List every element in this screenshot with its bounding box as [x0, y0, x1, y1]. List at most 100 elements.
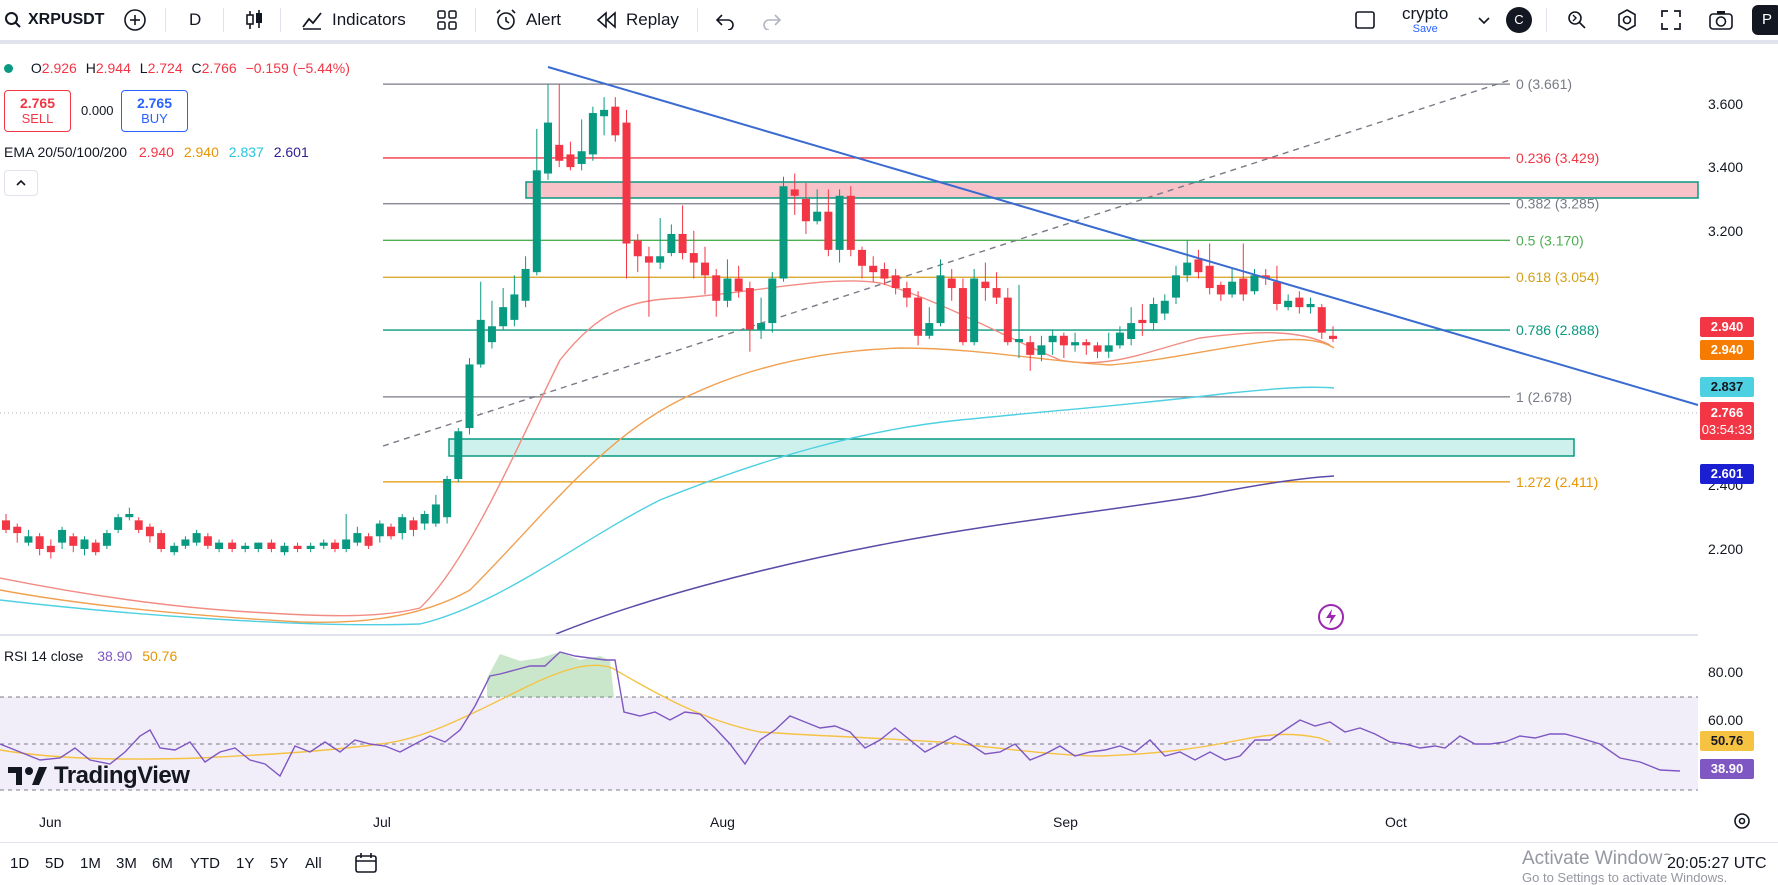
layout-save-status: Save: [1412, 23, 1438, 35]
candle-body: [280, 545, 289, 553]
candle-body: [1261, 275, 1270, 279]
range-button-1m[interactable]: 1M: [80, 855, 101, 872]
candle-body: [544, 122, 553, 174]
avatar: C: [1506, 7, 1532, 33]
range-button-5y[interactable]: 5Y: [270, 855, 289, 872]
candle-body: [880, 268, 889, 279]
candle-body: [757, 323, 766, 330]
candle-body: [1183, 262, 1192, 276]
range-button-1y[interactable]: 1Y: [236, 855, 255, 872]
price-axis-label: 3.400: [1708, 159, 1744, 176]
undo-button[interactable]: [714, 0, 736, 40]
candle-body: [891, 275, 900, 289]
candle-body: [723, 278, 732, 301]
fib-label: 0.786 (2.888): [1516, 322, 1599, 338]
ohlc-legend: O2.926 H2.944 L2.724 C2.766 −0.159 (−5.4…: [4, 60, 350, 76]
layout-name-button[interactable]: crypto Save: [1402, 0, 1448, 40]
snapshot-button[interactable]: [1708, 0, 1734, 40]
candle-body: [46, 545, 55, 553]
candle-body: [1015, 338, 1024, 343]
replay-button[interactable]: Replay: [596, 0, 679, 40]
candle-body: [170, 545, 179, 553]
clock[interactable]: 20:05:27 UTC: [1663, 855, 1771, 873]
indicators-button[interactable]: Indicators: [300, 0, 406, 40]
account-button[interactable]: C: [1506, 0, 1532, 40]
watermark-line2: Go to Settings to activate Windows.: [1522, 870, 1728, 885]
rsi-line: [0, 651, 1681, 778]
candle-body: [13, 526, 22, 534]
layout-toggle-button[interactable]: [1353, 0, 1377, 40]
status-dot: [4, 64, 13, 73]
range-button-6m[interactable]: 6M: [152, 855, 173, 872]
symbol-search[interactable]: XRPUSDT: [4, 0, 104, 40]
candle-body: [869, 265, 878, 273]
chart-type-button[interactable]: [243, 0, 265, 40]
low-value: 2.724: [147, 60, 183, 76]
candle-body: [1228, 281, 1237, 295]
ema-legend[interactable]: EMA 20/50/100/200 2.940 2.940 2.837 2.60…: [4, 144, 309, 160]
collapse-legend-button[interactable]: [4, 170, 38, 196]
range-button-1d[interactable]: 1D: [10, 855, 30, 872]
axis-settings-button[interactable]: [1732, 811, 1752, 836]
candle-body: [1160, 300, 1169, 314]
last-price: 2.766: [1710, 405, 1744, 420]
candle-body: [1037, 345, 1046, 355]
candle-body: [813, 211, 822, 222]
candle-body: [858, 249, 867, 266]
templates-button[interactable]: [436, 0, 458, 40]
candle-body: [745, 288, 754, 330]
candle-body: [1239, 278, 1248, 295]
candle-body: [1149, 303, 1158, 324]
redo-button[interactable]: [761, 0, 783, 40]
square-icon: [1355, 11, 1375, 29]
buy-button[interactable]: 2.765 BUY: [121, 90, 188, 132]
candle-body: [2, 520, 10, 530]
alert-button[interactable]: Alert: [494, 0, 561, 40]
descending-trendline: [547, 66, 1699, 406]
candle-body: [454, 431, 463, 479]
candle-body: [254, 542, 263, 549]
interval-button[interactable]: D: [189, 0, 201, 40]
candle-body: [1082, 342, 1091, 346]
range-button-5d[interactable]: 5D: [45, 855, 65, 872]
layout-menu-button[interactable]: [1477, 0, 1491, 40]
fullscreen-button[interactable]: [1660, 0, 1682, 40]
candle-body: [768, 278, 777, 324]
candle-body: [1071, 342, 1080, 346]
candle-body: [958, 288, 967, 343]
candle-body: [1194, 259, 1203, 273]
candle-body: [24, 536, 33, 543]
range-button-ytd[interactable]: YTD: [190, 855, 220, 872]
candle-body: [936, 275, 945, 324]
compare-button[interactable]: [123, 0, 147, 40]
price-chart[interactable]: 0 (3.661) 0.236 (3.429) 0.382 (3.285) 0.5 (…: [0, 0, 1778, 842]
quick-search-button[interactable]: [1565, 0, 1589, 40]
goto-date-button[interactable]: [354, 851, 378, 880]
chevron-up-icon: [16, 179, 26, 186]
candle-body: [1104, 345, 1113, 352]
ema50-line: [0, 338, 1335, 624]
rsi-legend[interactable]: RSI 14 close 38.90 50.76: [4, 648, 177, 664]
candle-body: [58, 529, 67, 543]
open-value: 2.926: [41, 60, 77, 76]
range-button-3m[interactable]: 3M: [116, 855, 137, 872]
price-axis-label: 2.200: [1708, 541, 1744, 557]
candle-body: [114, 517, 123, 530]
rsi-value: 38.90: [97, 648, 133, 664]
lightning-icon[interactable]: [1318, 604, 1344, 630]
candle-body: [306, 545, 315, 549]
settings-button[interactable]: [1615, 0, 1639, 40]
candle-body: [443, 478, 452, 518]
tradingview-logo[interactable]: TradingView: [8, 762, 190, 790]
candle-body: [215, 542, 224, 549]
range-button-all[interactable]: All: [305, 855, 322, 872]
sell-button[interactable]: 2.765 SELL: [4, 90, 71, 132]
rsi-value-tag: 38.90: [1700, 759, 1754, 779]
rsi-axis-80: 80.00: [1708, 664, 1744, 680]
publish-button[interactable]: P: [1752, 0, 1778, 40]
rsi-overbought-fill: [487, 652, 614, 697]
candle-body: [947, 278, 956, 289]
candle-body: [678, 233, 687, 254]
open-label: O: [30, 60, 42, 76]
bar-countdown: 03:54:33: [1701, 422, 1753, 437]
